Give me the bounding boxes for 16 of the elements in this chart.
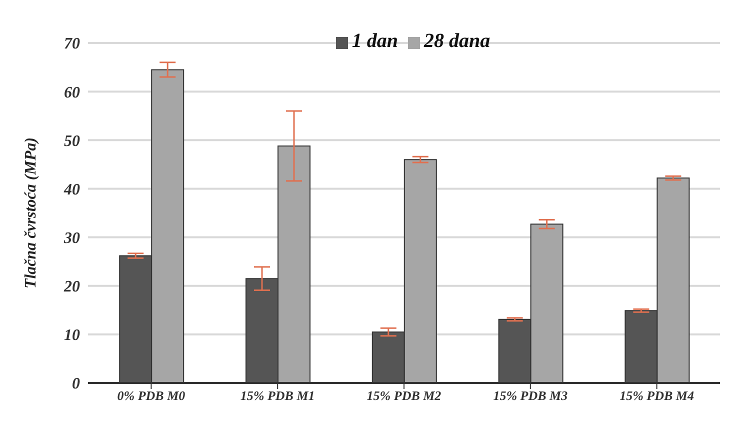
x-tick-label: 15% PDB M2 <box>366 388 442 404</box>
y-tick-label: 30 <box>63 230 80 247</box>
y-tick-label: 20 <box>63 278 80 296</box>
y-tick-label: 10 <box>64 327 80 344</box>
x-tick-label: 15% PDB M4 <box>620 388 694 404</box>
y-tick-label: 0 <box>72 376 80 393</box>
legend-label: 28 dana <box>424 30 490 52</box>
x-tick-label: 15% PDB M3 <box>493 388 568 404</box>
x-tick-label: 0% PDB M0 <box>117 388 186 404</box>
y-tick-label: 60 <box>64 84 80 102</box>
y-tick-label: 50 <box>64 132 80 150</box>
y-axis-title: Tlačna čvrstoća (MPa) <box>22 137 40 289</box>
x-tick-label: 15% PDB M1 <box>240 388 315 404</box>
y-tick-label: 70 <box>64 36 80 53</box>
y-tick-label: 40 <box>63 181 80 198</box>
legend-label: 1 dan <box>352 30 398 52</box>
